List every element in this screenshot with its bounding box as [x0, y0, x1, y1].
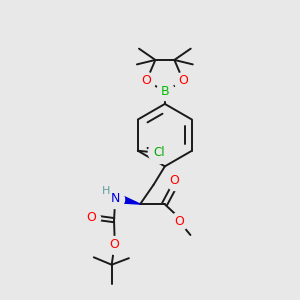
Text: B: B	[160, 85, 169, 98]
Text: O: O	[86, 211, 96, 224]
Text: O: O	[110, 238, 120, 251]
Text: Cl: Cl	[153, 146, 165, 159]
Text: O: O	[142, 74, 152, 87]
Text: O: O	[174, 215, 184, 228]
Text: O: O	[178, 74, 188, 87]
Text: O: O	[170, 174, 180, 188]
Text: N: N	[110, 192, 120, 205]
Polygon shape	[120, 195, 140, 204]
Text: H: H	[102, 186, 110, 196]
